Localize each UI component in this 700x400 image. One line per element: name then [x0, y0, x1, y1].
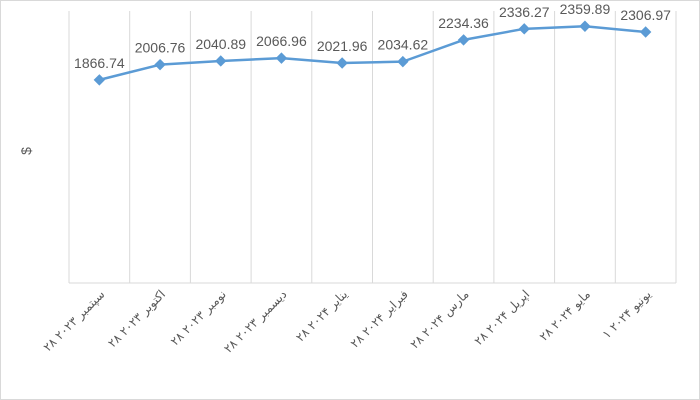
x-tick-label: ۲۸ مارس ۲۰۲۴ — [407, 287, 472, 352]
data-point — [639, 26, 652, 38]
data-label: 1866.74 — [74, 55, 125, 71]
series-layer — [93, 20, 652, 86]
x-tick-label: ۲۸ اپریل ۲۰۲۴ — [472, 287, 534, 349]
x-tick-label: ۲۸ ینایر ۲۰۲۴ — [293, 287, 351, 345]
data-label: 2034.62 — [378, 37, 429, 53]
x-tick-label: ۲۸ مایو ۲۰۲۴ — [537, 287, 594, 344]
x-tick-label: ۲۸ سپتمبر ۲۰۲۳ — [40, 287, 108, 355]
y-axis-label: $ — [18, 147, 34, 155]
data-label: 2306.97 — [620, 7, 671, 23]
series-line — [98, 24, 647, 82]
data-point — [579, 20, 591, 32]
data-label: 2066.96 — [256, 33, 307, 49]
x-tick-label: ۱ یونیو ۲۰۲۴ — [600, 287, 655, 342]
data-point — [336, 57, 348, 69]
data-point — [154, 58, 166, 71]
x-tick-label: ۲۸ فبرایر ۲۰۲۴ — [348, 287, 412, 351]
data-point — [518, 23, 530, 35]
data-point — [275, 52, 288, 64]
data-point — [93, 74, 106, 86]
x-tick-label: ۲۸ نومبر ۲۰۲۳ — [168, 287, 230, 349]
data-labels: 1866.74 2006.76 2040.89 2066.96 2021.96 2034.… — [74, 1, 671, 71]
data-label: 2234.36 — [438, 15, 489, 31]
data-point — [215, 55, 227, 67]
data-label: 2021.96 — [317, 38, 368, 54]
data-point — [397, 55, 409, 68]
data-label: 2336.27 — [499, 4, 550, 20]
x-tick-label: ۲۸ اکتوبر ۲۰۲۳ — [105, 287, 169, 351]
x-tick-label: ۲۸ دیسمبر ۲۰۲۳ — [221, 287, 290, 356]
data-point — [457, 34, 470, 46]
grid-layer — [68, 11, 677, 283]
data-label: 2359.89 — [560, 1, 611, 17]
data-label: 2040.89 — [195, 36, 246, 52]
data-label: 2006.76 — [135, 40, 186, 56]
